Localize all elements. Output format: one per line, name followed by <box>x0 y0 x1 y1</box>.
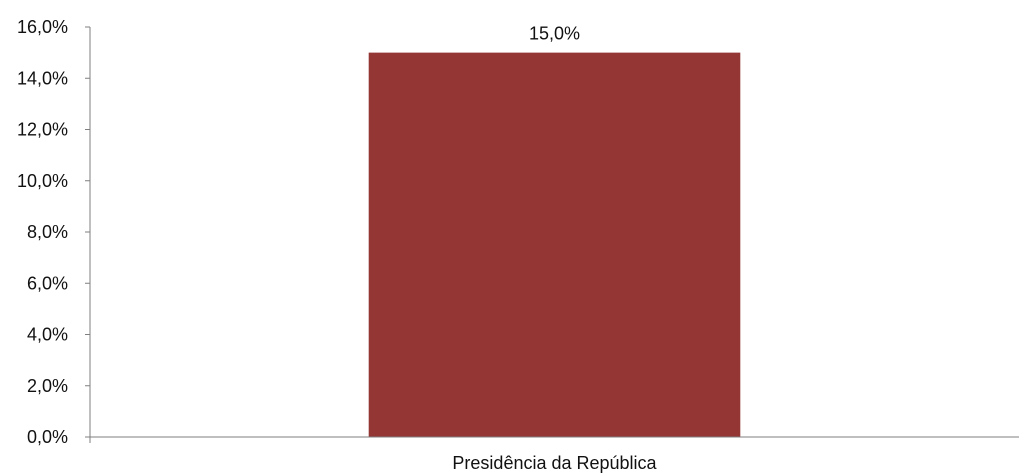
y-tick-label: 6,0% <box>27 273 68 293</box>
y-tick-label: 8,0% <box>27 222 68 242</box>
x-axis: Presidência da República <box>89 436 1019 473</box>
category-label: Presidência da República <box>452 453 657 473</box>
y-tick-label: 14,0% <box>17 68 68 88</box>
y-tick-label: 4,0% <box>27 325 68 345</box>
bar <box>368 52 741 437</box>
bar-value-label: 15,0% <box>529 24 580 44</box>
y-tick-label: 0,0% <box>27 427 68 447</box>
y-axis: 0,0% 2,0% 4,0% 6,0% 8,0% 10,0% 12,0% 14,0% 16,0% <box>17 17 91 447</box>
y-tick-label: 10,0% <box>17 171 68 191</box>
bars: 15,0% <box>368 24 741 437</box>
y-tick-label: 12,0% <box>17 120 68 140</box>
y-tick-label: 2,0% <box>27 376 68 396</box>
y-tick-label: 16,0% <box>17 17 68 37</box>
